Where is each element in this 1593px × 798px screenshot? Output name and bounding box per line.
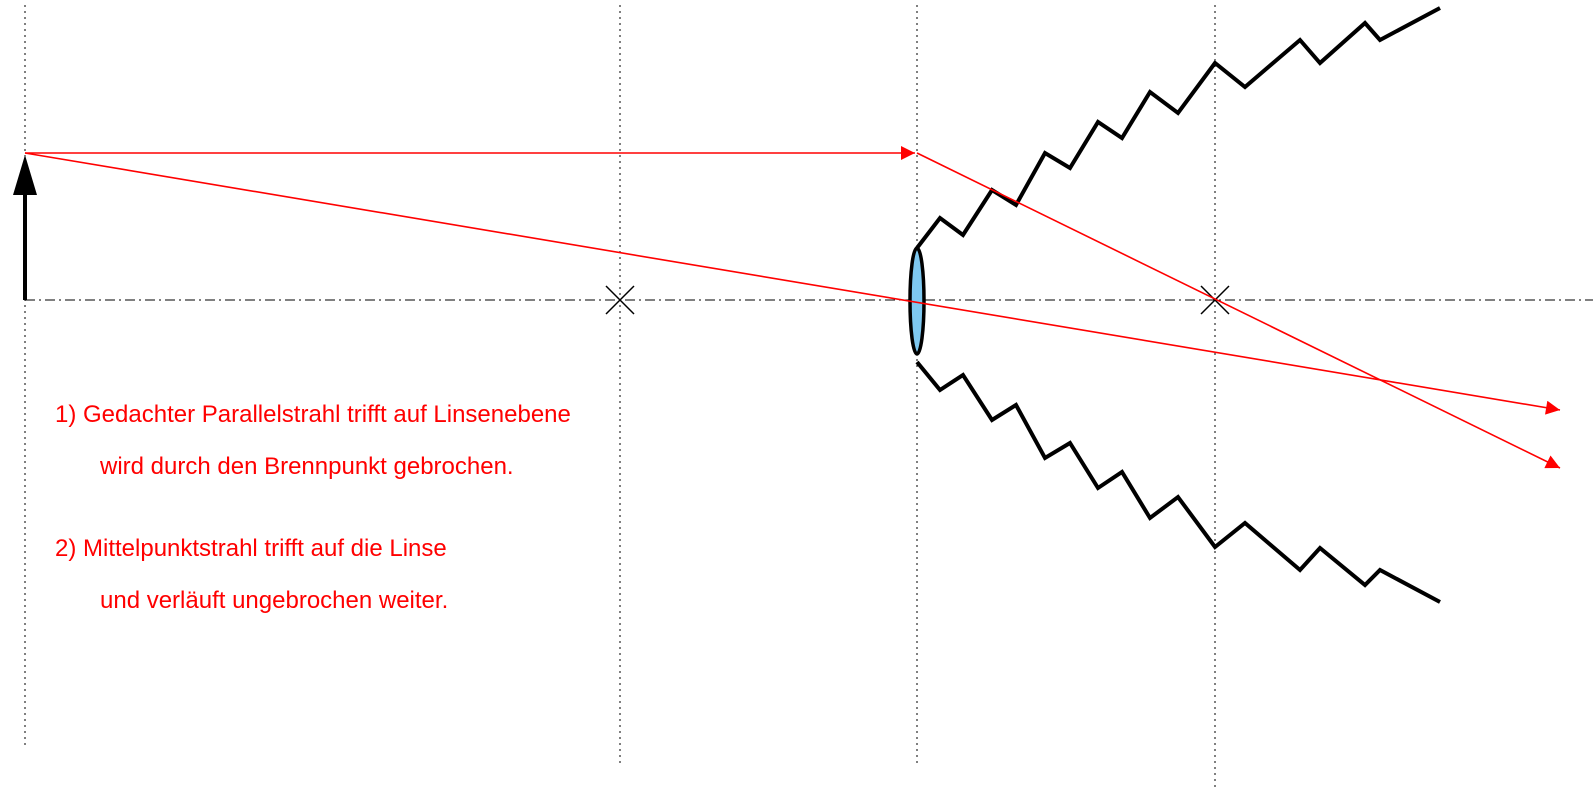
center-ray: [24, 152, 1561, 415]
note-text: 2) Mittelpunktstrahl trifft auf die Lins…: [55, 535, 447, 562]
rays: [24, 146, 1561, 469]
note-text: und verläuft ungebrochen weiter.: [100, 587, 448, 614]
focal-point: [1200, 285, 1230, 315]
guide-lines: [24, 5, 1216, 790]
lens-mount-upper: [915, 6, 1441, 250]
note-text: wird durch den Brennpunkt gebrochen.: [99, 453, 514, 480]
focal-points: [605, 285, 1230, 315]
focal-point: [605, 285, 635, 315]
object-arrow-head: [13, 155, 37, 195]
lens-mount-lower: [915, 360, 1441, 604]
note-text: 1) Gedachter Parallelstrahl trifft auf L…: [55, 401, 571, 428]
refracted-ray: [916, 152, 1561, 469]
